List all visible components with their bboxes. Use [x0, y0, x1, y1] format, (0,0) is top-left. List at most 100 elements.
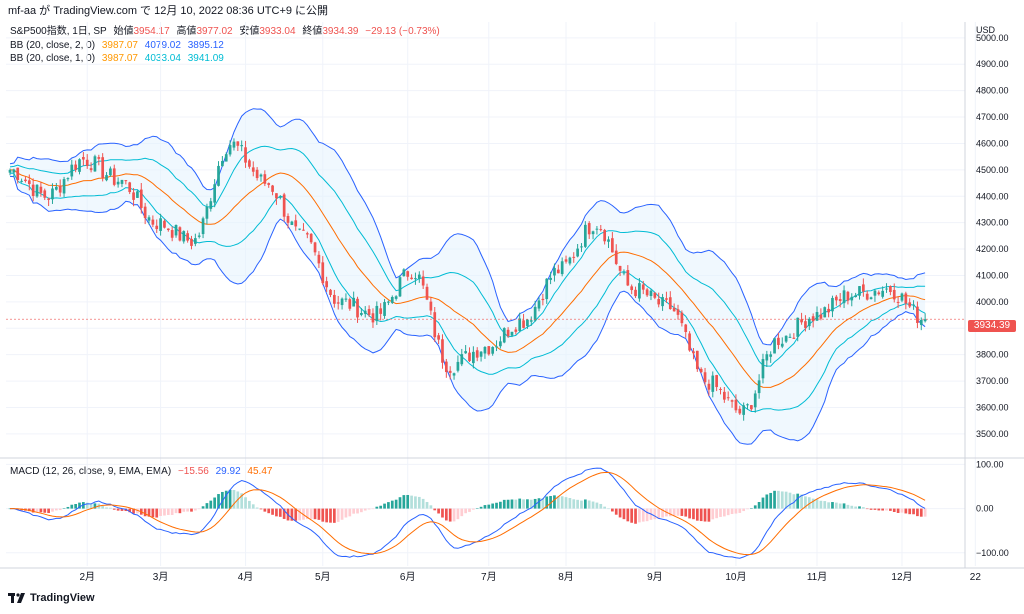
- candle-body: [487, 346, 491, 355]
- candle-body: [363, 310, 367, 314]
- macd-histogram-bar: [282, 508, 286, 519]
- candle-body: [912, 304, 915, 306]
- price-tick-label: 4400.00: [976, 191, 1009, 201]
- currency-label: USD: [976, 25, 996, 35]
- candle-body: [93, 156, 97, 172]
- macd-histogram-bar: [580, 500, 583, 509]
- candle-body: [777, 337, 780, 345]
- macd-histogram-bar: [726, 508, 730, 516]
- candle-body: [668, 297, 672, 310]
- candle-body: [703, 372, 707, 383]
- macd-histogram-bar: [560, 496, 564, 509]
- macd-histogram-bar: [244, 497, 247, 509]
- macd-histogram-bar: [834, 502, 838, 509]
- macd-histogram-bar: [101, 506, 105, 509]
- candle-body: [286, 215, 290, 223]
- macd-histogram-bar: [464, 508, 467, 514]
- candle-body: [672, 307, 676, 312]
- macd-histogram-bar: [371, 508, 375, 510]
- macd-histogram-bar: [900, 508, 904, 513]
- macd-histogram-bar: [170, 508, 174, 515]
- macd-histogram-bar: [483, 505, 487, 509]
- candle-body: [240, 145, 244, 147]
- candle-body: [626, 270, 630, 286]
- candle-body: [321, 262, 325, 284]
- macd-histogram-bar: [773, 490, 776, 509]
- macd-histogram-bar: [738, 508, 742, 513]
- macd-histogram-bar: [796, 493, 800, 509]
- macd-histogram-bar: [823, 501, 827, 509]
- bb1-legend[interactable]: BB (20, close, 1, 0) 3987.07 4033.04 394…: [10, 53, 228, 65]
- bb2-upper: 4079.02: [144, 40, 181, 51]
- macd-histogram-bar: [514, 499, 518, 509]
- macd-histogram-bar: [591, 501, 595, 509]
- candle-body: [680, 312, 684, 324]
- macd-histogram-bar: [155, 508, 159, 518]
- macd-histogram-bar: [360, 508, 363, 513]
- candle-body: [622, 272, 626, 274]
- macd-histogram-bar: [502, 499, 506, 509]
- macd-histogram-bar: [70, 504, 74, 509]
- candle-body: [298, 228, 301, 230]
- candle-body: [136, 191, 139, 198]
- candle-body: [854, 295, 857, 298]
- macd-histogram-bar: [417, 496, 421, 509]
- macd-histogram-bar: [541, 498, 545, 509]
- candle-body: [101, 157, 105, 178]
- candle-body: [217, 165, 220, 186]
- candle-body: [475, 350, 479, 358]
- macd-histogram-bar: [630, 508, 634, 523]
- candle-body: [881, 290, 885, 297]
- candle-body: [78, 159, 81, 172]
- macd-histogram-bar: [680, 508, 684, 516]
- macd-histogram-bar: [923, 508, 927, 517]
- macd-histogram-bar: [595, 502, 599, 509]
- candle-body: [394, 296, 398, 299]
- candle-body: [170, 230, 174, 238]
- candle-body: [811, 316, 815, 322]
- candle-body: [340, 298, 344, 306]
- time-tick-label: 5月: [315, 571, 331, 583]
- candle-body: [468, 352, 471, 362]
- macd-histogram-bar: [885, 508, 888, 511]
- macd-histogram-bar: [375, 506, 379, 509]
- candle-body: [819, 314, 823, 319]
- candle-body: [8, 170, 12, 173]
- candle-body: [676, 309, 680, 315]
- macd-histogram-bar: [641, 508, 645, 522]
- macd-histogram-bar: [174, 508, 178, 514]
- macd-histogram-bar: [333, 508, 336, 523]
- macd-histogram-bar: [383, 503, 386, 509]
- macd-legend[interactable]: MACD (12, 26, close, 9, EMA, EMA) −15.56…: [10, 466, 276, 478]
- macd-histogram-bar: [105, 507, 108, 509]
- macd-histogram-bar: [290, 508, 294, 521]
- candle-body: [491, 347, 495, 354]
- candle-body: [753, 393, 757, 408]
- candle-body: [402, 269, 406, 277]
- candle-body: [375, 305, 379, 322]
- price-tick-label: 3800.00: [976, 350, 1009, 360]
- candle-body: [923, 319, 927, 322]
- main-legend[interactable]: S&P500指数, 1日, SP 始値3954.17 高値3977.02 安値3…: [10, 26, 444, 38]
- macd-histogram-bar: [402, 495, 406, 509]
- macd-histogram-bar: [634, 508, 637, 524]
- macd-histogram-bar: [568, 498, 572, 509]
- candle-body: [506, 329, 510, 337]
- macd-histogram-bar: [676, 508, 680, 516]
- macd-histogram-bar: [842, 503, 846, 509]
- price-tick-label: 4200.00: [976, 244, 1009, 254]
- macd-histogram-bar: [518, 498, 522, 509]
- candle-body: [62, 179, 66, 194]
- tradingview-brand[interactable]: TradingView: [8, 592, 95, 604]
- candle-body: [495, 346, 498, 348]
- bb2-legend[interactable]: BB (20, close, 2, 0) 3987.07 4079.02 389…: [10, 40, 228, 52]
- macd-histogram-bar: [792, 494, 796, 509]
- macd-histogram-bar: [472, 508, 475, 510]
- bb-upper-1sd-line: [9, 145, 926, 367]
- candle-body: [896, 301, 900, 303]
- candle-body: [20, 180, 23, 182]
- macd-histogram-bar: [688, 508, 691, 519]
- candle-body: [711, 375, 715, 392]
